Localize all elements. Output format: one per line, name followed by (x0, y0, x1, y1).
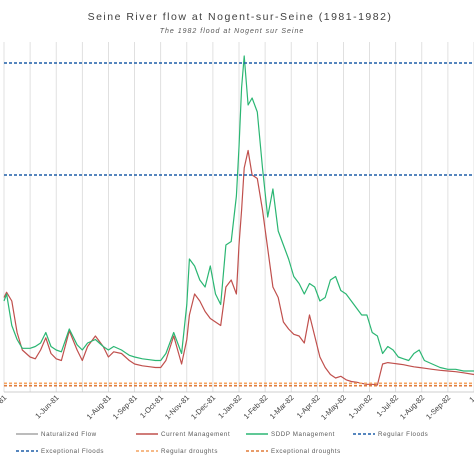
legend-entry: Regular Floods (378, 431, 428, 438)
x-tick-label: 1-Aug-81 (85, 393, 113, 421)
chart-subtitle: The 1982 flood at Nogent sur Seine (160, 28, 305, 35)
x-tick-label: 1-Oct-81 (138, 393, 165, 420)
x-tick-label: 1-Sep-81 (111, 393, 139, 421)
legend-entry: Current Management (161, 431, 230, 438)
x-tick-label: 1-Apr-82 (295, 393, 322, 420)
x-tick-label: 1-Jul-82 (375, 393, 401, 419)
legend-entry: Exceptional Floods (41, 448, 104, 455)
legend-entry: Regular droughts (161, 448, 218, 455)
series-line-1 (3, 149, 474, 386)
chart-title: Seine River flow at Nogent-sur-Seine (19… (88, 11, 393, 23)
x-tick-label: 1-Jan-82 (216, 393, 243, 420)
x-tick-label: 1-Sep-82 (424, 393, 452, 421)
legend-entry: SDDP Management (271, 431, 335, 438)
series (3, 55, 474, 387)
x-tick-label: -81 (0, 393, 8, 407)
x-tick-label: 1-Feb-82 (242, 393, 270, 421)
x-tick-label: 1-May-82 (319, 393, 348, 422)
series-line-2 (3, 55, 474, 372)
x-tick-label: 1-Jun-81 (33, 393, 60, 420)
legend-entry: Naturalized Flow (41, 431, 97, 438)
x-tick-label: 1-Jun-82 (347, 393, 374, 420)
x-tick-label: 1-Nov-81 (163, 393, 191, 421)
legend-entry: Exceptional droughts (271, 448, 341, 455)
legend: Naturalized Flow Current Management SDDP M… (16, 431, 428, 455)
x-tick-label: 1- (467, 393, 474, 404)
x-axis-ticks: -81 1-Jun-81 1-Aug-811-Sep-81 1-Oct-811-Nov… (0, 393, 474, 422)
x-tick-label: 1-Dec-81 (189, 393, 217, 421)
x-tick-label: 1-Mar-82 (268, 393, 296, 421)
grid (3, 42, 474, 393)
x-tick-label: 1-Aug-82 (398, 393, 426, 421)
